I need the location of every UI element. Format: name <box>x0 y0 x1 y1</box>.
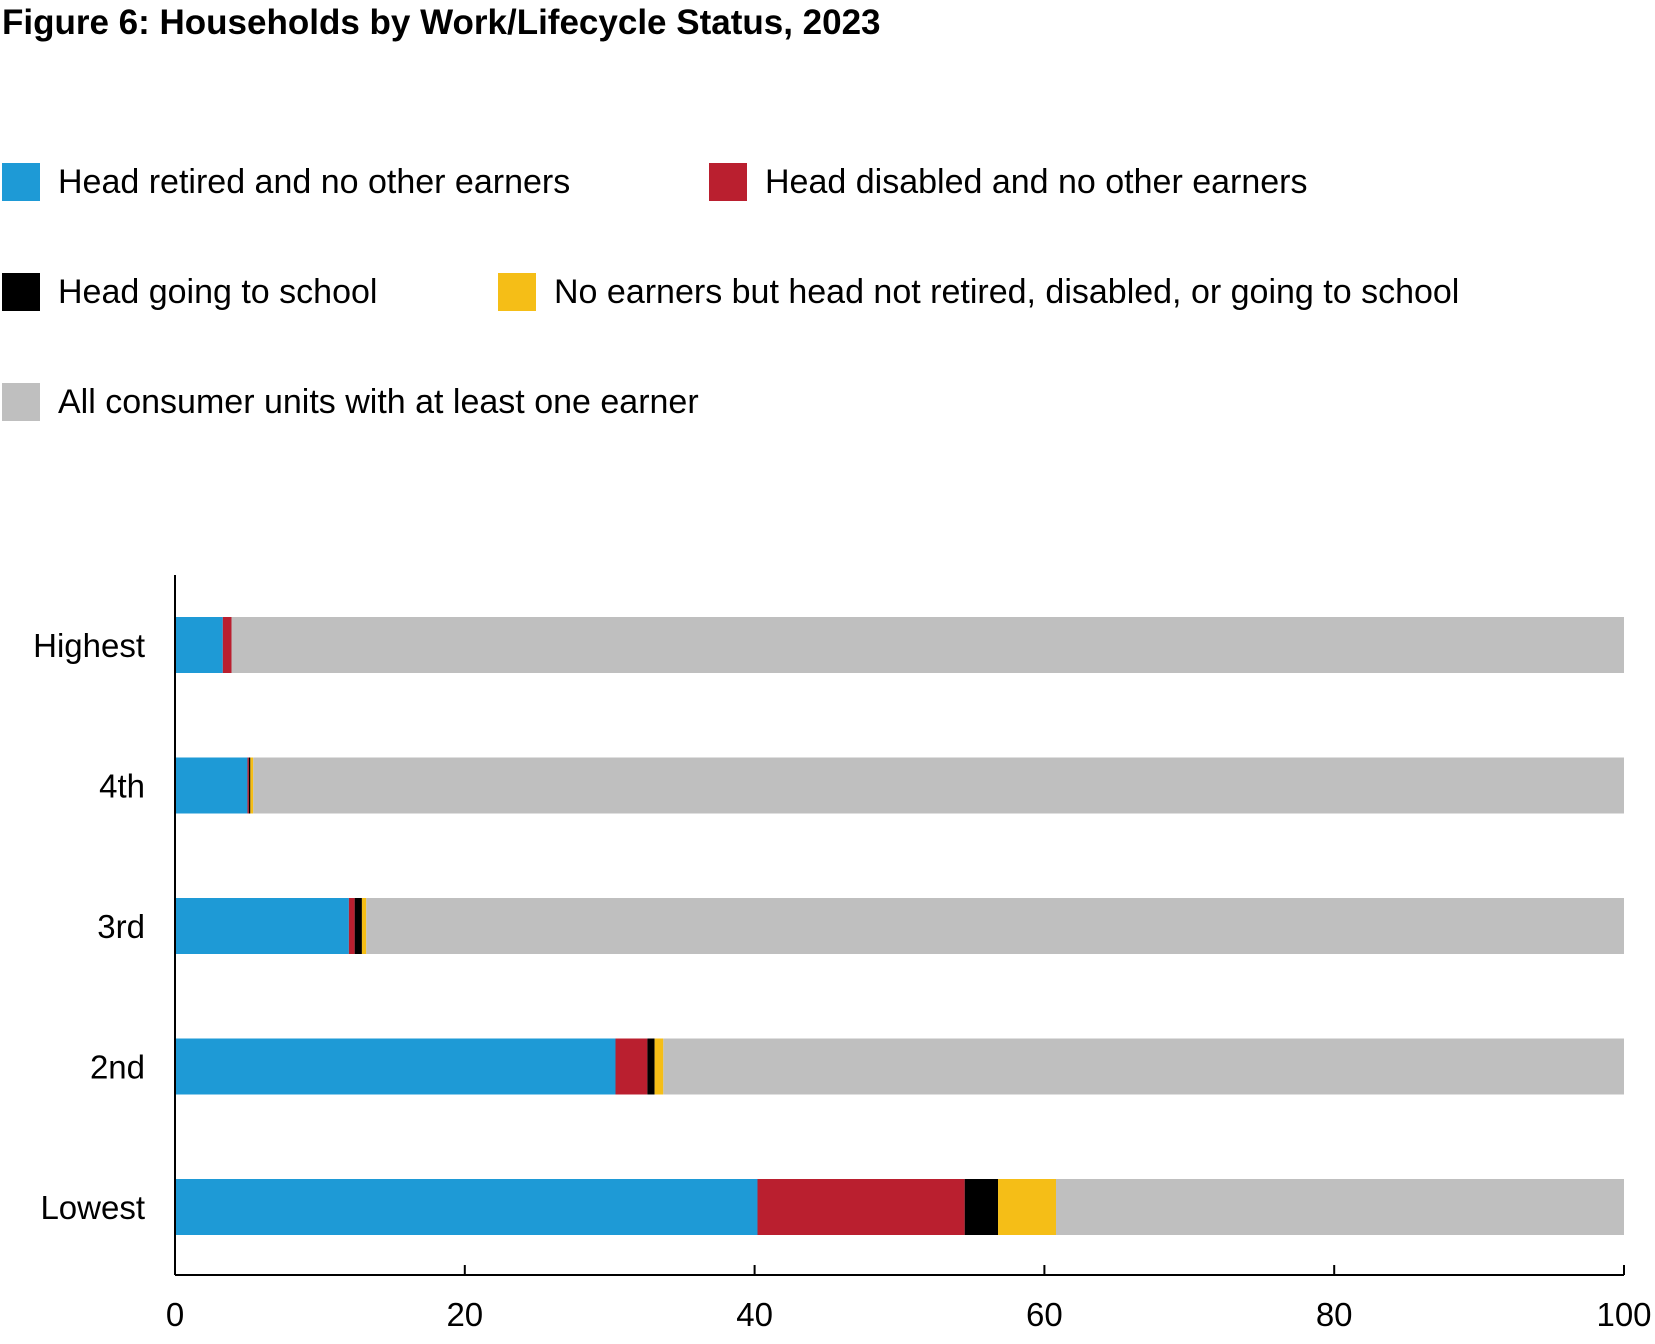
y-tick-label-highest: Highest <box>33 627 145 664</box>
legend-label-head-school: Head going to school <box>58 273 378 311</box>
bar-segment-3rd-series-2 <box>354 898 362 954</box>
y-tick-label-3rd: 3rd <box>97 908 145 945</box>
legend-item-no-earners: No earners but head not retired, disable… <box>498 272 1459 312</box>
labels-layer: Highest 4th 3rd 2nd Lowest 0 20 40 60 80 100 <box>33 627 1651 1333</box>
bar-segment-3rd-series-1 <box>348 898 355 954</box>
bar-segment-4th-series-0 <box>175 757 248 814</box>
bar-segment-4th-series-4 <box>253 757 1625 814</box>
axes-layer <box>174 575 1625 1276</box>
legend-item-head-school: Head going to school <box>2 272 377 312</box>
chart-title: Figure 6: Households by Work/Lifecycle S… <box>2 3 881 42</box>
y-tick-label-2nd: 2nd <box>90 1049 145 1086</box>
x-tick-label-60: 60 <box>1026 1296 1063 1333</box>
x-tick-label-40: 40 <box>736 1296 773 1333</box>
legend-label-head-disabled: Head disabled and no other earners <box>765 163 1308 201</box>
bar-segment-3rd-series-3 <box>361 898 367 954</box>
legend-swatch-head-retired <box>2 163 40 201</box>
legend-item-head-retired: Head retired and no other earners <box>2 162 570 202</box>
legend-swatch-head-disabled <box>709 163 747 201</box>
legend-swatch-at-least-one-earner <box>2 383 40 421</box>
legend-label-no-earners: No earners but head not retired, disable… <box>554 273 1460 311</box>
bar-segment-2nd-series-3 <box>654 1038 664 1095</box>
bar-segment-highest-series-4 <box>231 617 1625 673</box>
bar-segment-2nd-series-1 <box>615 1038 648 1095</box>
legend-item-at-least-one-earner: All consumer units with at least one ear… <box>2 382 699 422</box>
y-tick-label-4th: 4th <box>99 768 145 805</box>
bar-segment-4th-series-2 <box>248 757 251 814</box>
x-tick-label-80: 80 <box>1316 1296 1353 1333</box>
bars-layer <box>175 617 1625 1235</box>
bar-segment-4th-series-1 <box>247 757 249 814</box>
legend-swatch-no-earners <box>498 273 536 311</box>
bar-segment-2nd-series-2 <box>647 1038 655 1095</box>
legend-swatch-head-school <box>2 273 40 311</box>
bar-segment-2nd-series-4 <box>663 1038 1624 1095</box>
bar-segment-lowest-series-3 <box>998 1179 1056 1235</box>
bar-segment-lowest-series-0 <box>175 1179 758 1235</box>
legend-label-at-least-one-earner: All consumer units with at least one ear… <box>58 383 699 421</box>
bar-segment-4th-series-3 <box>250 757 254 814</box>
x-tick-label-100: 100 <box>1596 1296 1651 1333</box>
bar-segment-lowest-series-4 <box>1055 1179 1624 1235</box>
bar-segment-3rd-series-0 <box>175 898 349 954</box>
y-tick-label-lowest: Lowest <box>40 1189 145 1226</box>
bar-segment-highest-series-0 <box>175 617 223 673</box>
legend-item-head-disabled: Head disabled and no other earners <box>709 162 1308 202</box>
bar-segment-highest-series-1 <box>222 617 232 673</box>
x-tick-label-20: 20 <box>446 1296 483 1333</box>
bar-segment-2nd-series-0 <box>175 1038 616 1095</box>
bar-segment-lowest-series-2 <box>964 1179 999 1235</box>
bar-segment-lowest-series-1 <box>757 1179 965 1235</box>
x-tick-label-0: 0 <box>166 1296 184 1333</box>
bar-segment-3rd-series-4 <box>366 898 1624 954</box>
legend-label-head-retired: Head retired and no other earners <box>58 163 571 201</box>
